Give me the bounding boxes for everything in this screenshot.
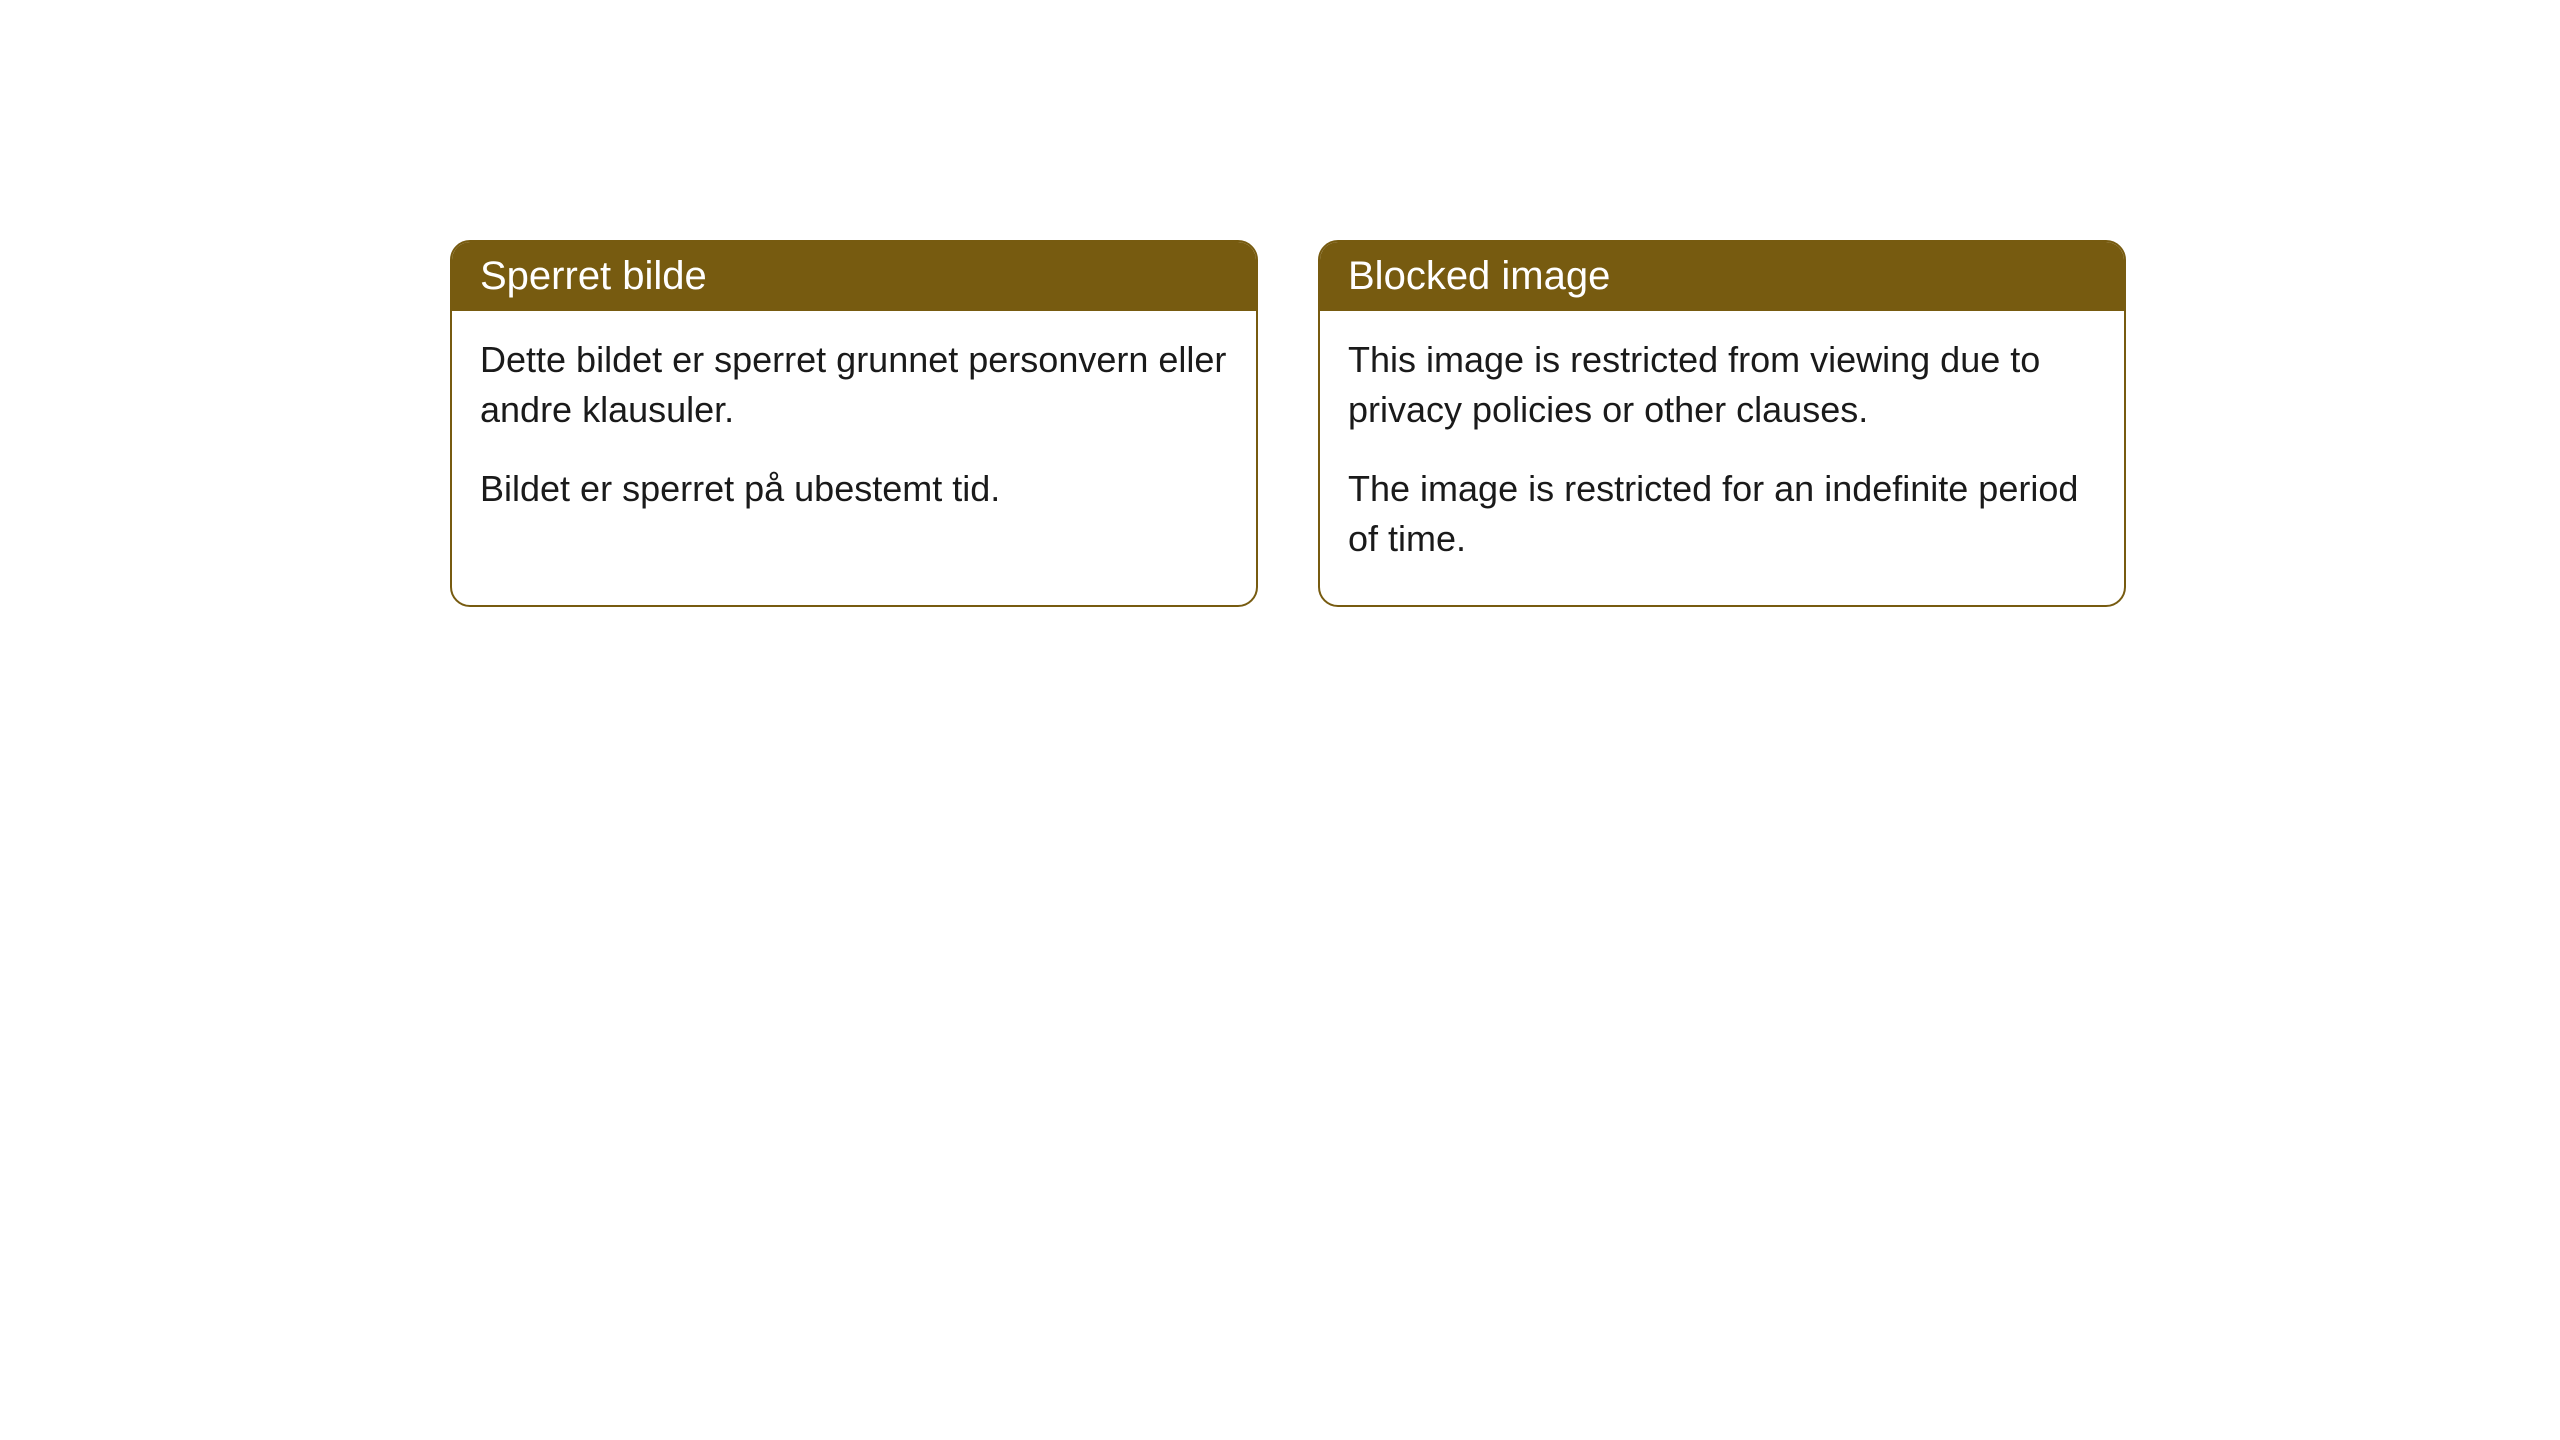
card-text-1: Dette bildet er sperret grunnet personve…: [480, 335, 1228, 436]
blocked-image-card-english: Blocked image This image is restricted f…: [1318, 240, 2126, 607]
card-header-english: Blocked image: [1320, 242, 2124, 311]
card-body-norwegian: Dette bildet er sperret grunnet personve…: [452, 311, 1256, 554]
card-text-2: Bildet er sperret på ubestemt tid.: [480, 464, 1228, 514]
card-text-1: This image is restricted from viewing du…: [1348, 335, 2096, 436]
blocked-image-card-norwegian: Sperret bilde Dette bildet er sperret gr…: [450, 240, 1258, 607]
card-header-norwegian: Sperret bilde: [452, 242, 1256, 311]
card-title: Blocked image: [1348, 254, 1610, 298]
card-title: Sperret bilde: [480, 254, 707, 298]
notice-container: Sperret bilde Dette bildet er sperret gr…: [0, 0, 2560, 607]
card-text-2: The image is restricted for an indefinit…: [1348, 464, 2096, 565]
card-body-english: This image is restricted from viewing du…: [1320, 311, 2124, 605]
